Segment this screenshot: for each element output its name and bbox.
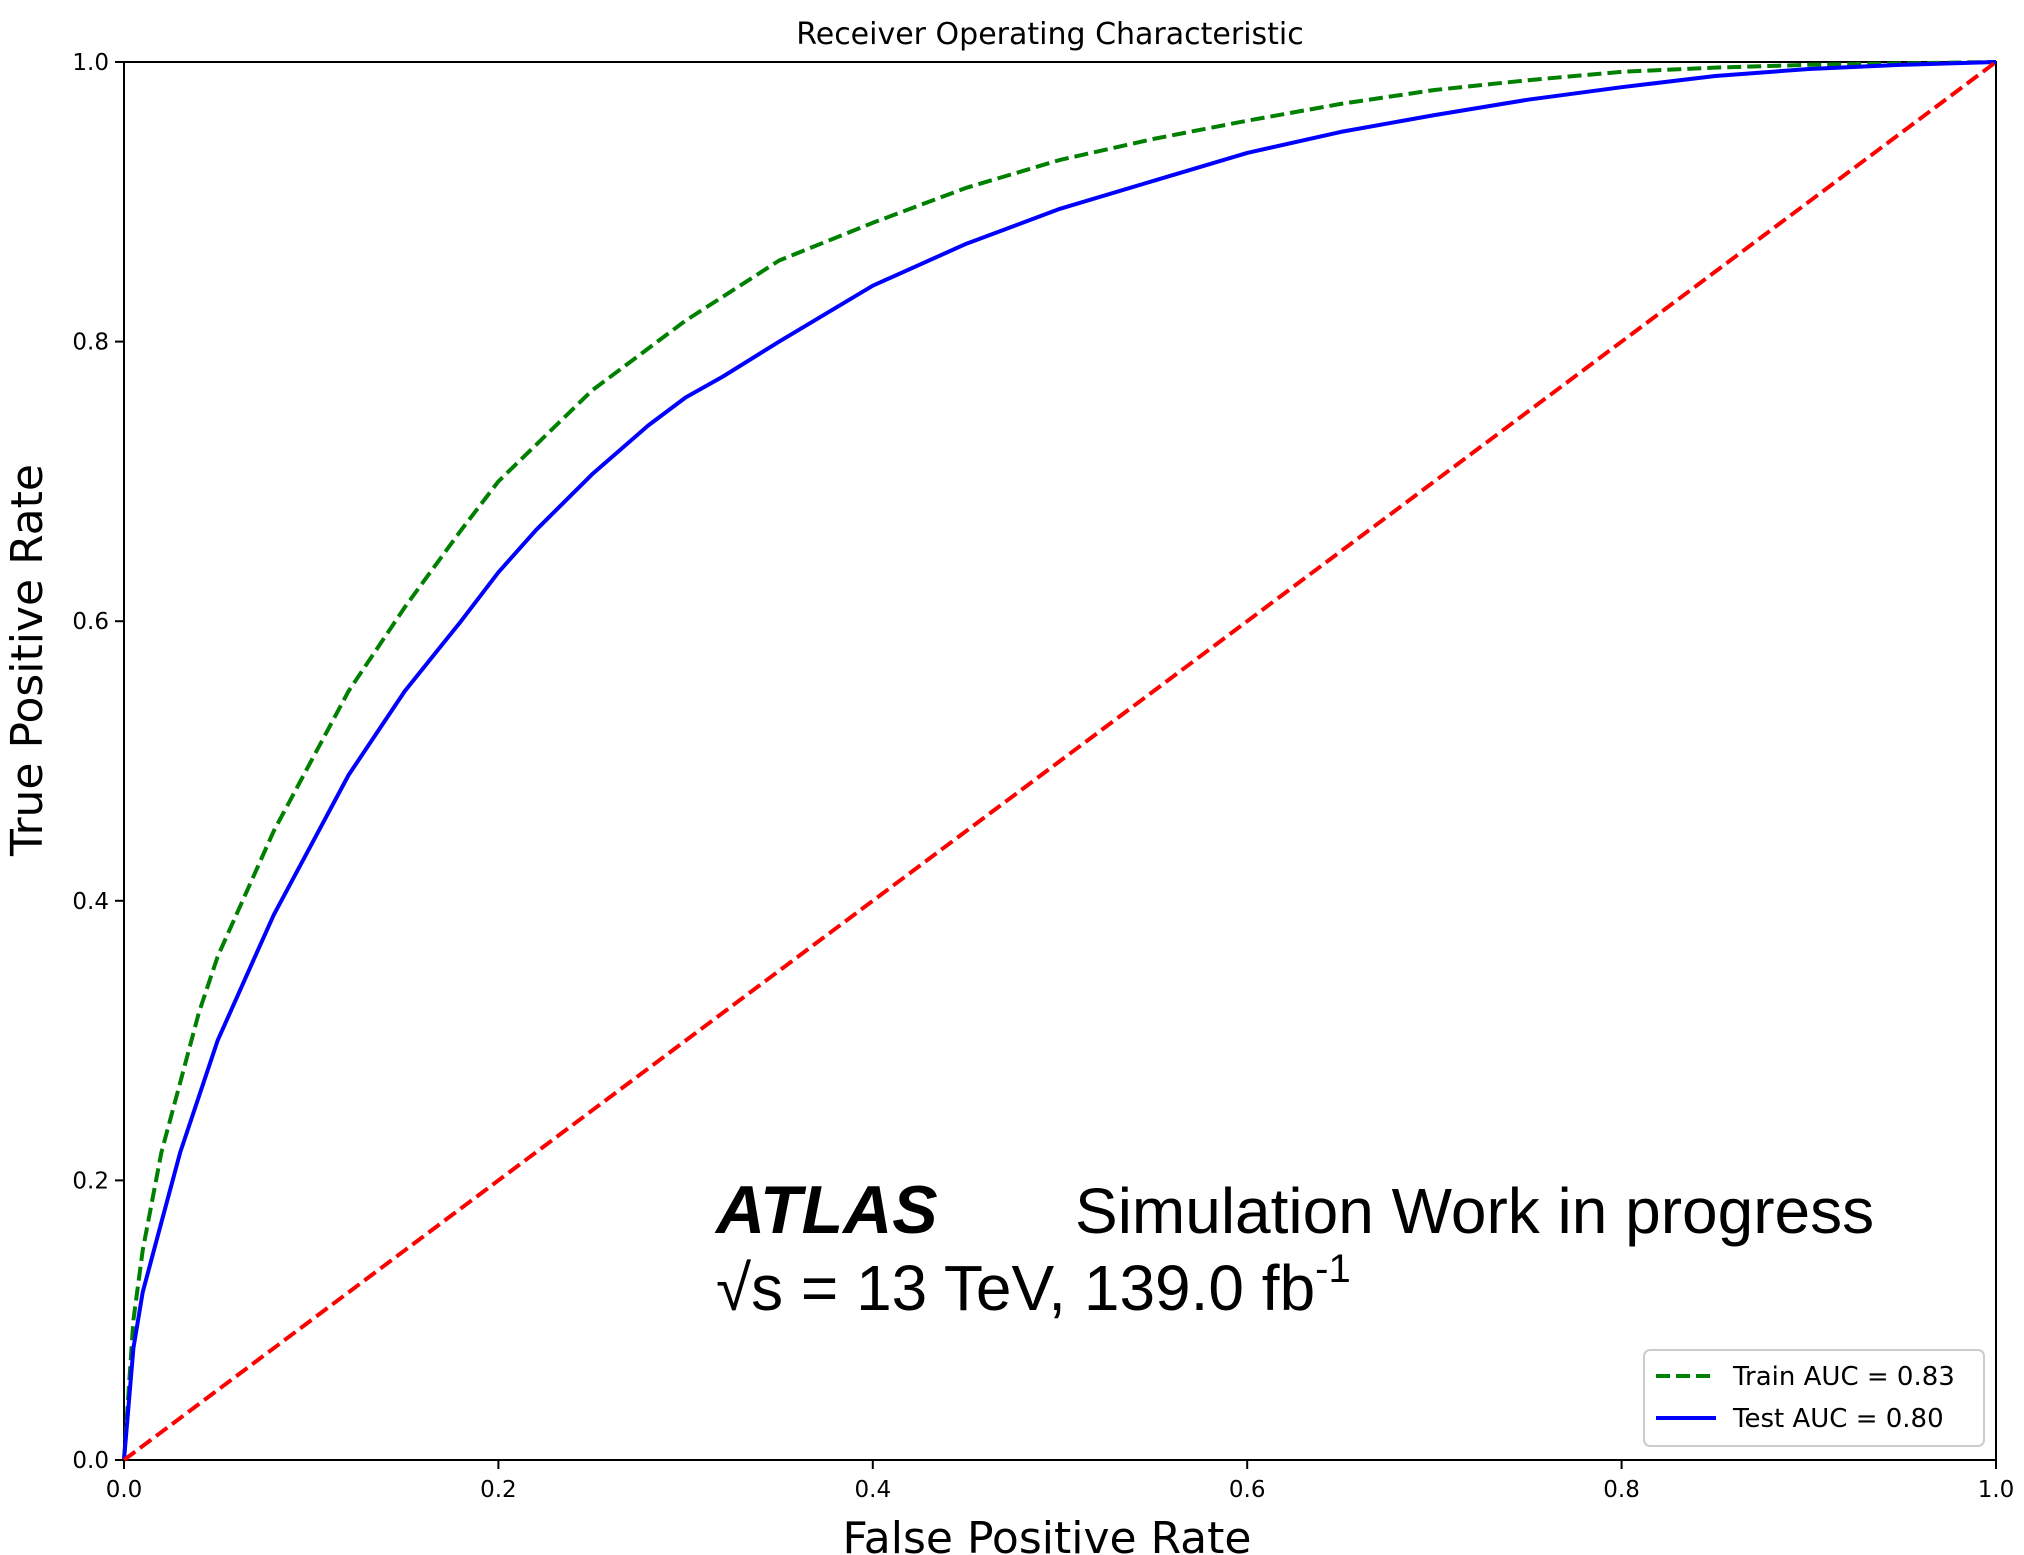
- chart-title: Receiver Operating Characteristic: [796, 17, 1304, 52]
- y-axis-ticks: 0.0 0.2 0.4 0.6 0.8 1.0: [72, 50, 124, 1474]
- x-axis-ticks: 0.0 0.2 0.4 0.6 0.8 1.0: [106, 1460, 2015, 1503]
- plot-frame: [123, 61, 1997, 1461]
- x-tick-label: 0.8: [1603, 1477, 1640, 1503]
- x-tick-label: 0.4: [855, 1477, 892, 1503]
- x-tick-label: 0.2: [480, 1477, 517, 1503]
- atlas-energy-label: √s = 13 TeV, 139.0 fb-1: [716, 1247, 1351, 1324]
- y-tick-label: 0.8: [72, 330, 109, 356]
- plot-area: [122, 60, 1998, 1462]
- x-tick-label: 0.6: [1229, 1477, 1266, 1503]
- atlas-energy-value: √s = 13 TeV, 139.0 fb: [716, 1252, 1315, 1324]
- atlas-label: ATLAS Simulation Work in progress √s = 1…: [714, 1172, 1874, 1324]
- atlas-energy-superscript: -1: [1315, 1247, 1351, 1291]
- legend: Train AUC = 0.83 Test AUC = 0.80: [1643, 1349, 1985, 1447]
- legend-train-label: Train AUC = 0.83: [1732, 1362, 1955, 1392]
- y-tick-label: 0.4: [72, 889, 109, 915]
- atlas-status-label: Simulation Work in progress: [1075, 1175, 1874, 1247]
- series-line-train: [122, 60, 1997, 1461]
- x-tick-label: 1.0: [1978, 1477, 2015, 1503]
- x-tick-label: 0.0: [106, 1477, 143, 1503]
- series-group: [122, 60, 1998, 1462]
- y-tick-label: 1.0: [72, 50, 109, 76]
- y-tick-label: 0.2: [72, 1168, 109, 1194]
- atlas-experiment-label: ATLAS: [714, 1172, 938, 1248]
- y-tick-label: 0.0: [72, 1448, 109, 1474]
- legend-box: [1643, 1349, 1985, 1447]
- legend-test-label: Test AUC = 0.80: [1732, 1404, 1944, 1434]
- x-axis-title: False Positive Rate: [843, 1513, 1252, 1555]
- y-tick-label: 0.6: [72, 609, 109, 635]
- series-line-test: [122, 60, 1997, 1461]
- y-axis-title: True Positive Rate: [2, 464, 53, 857]
- series-line-reference: [122, 60, 1998, 1462]
